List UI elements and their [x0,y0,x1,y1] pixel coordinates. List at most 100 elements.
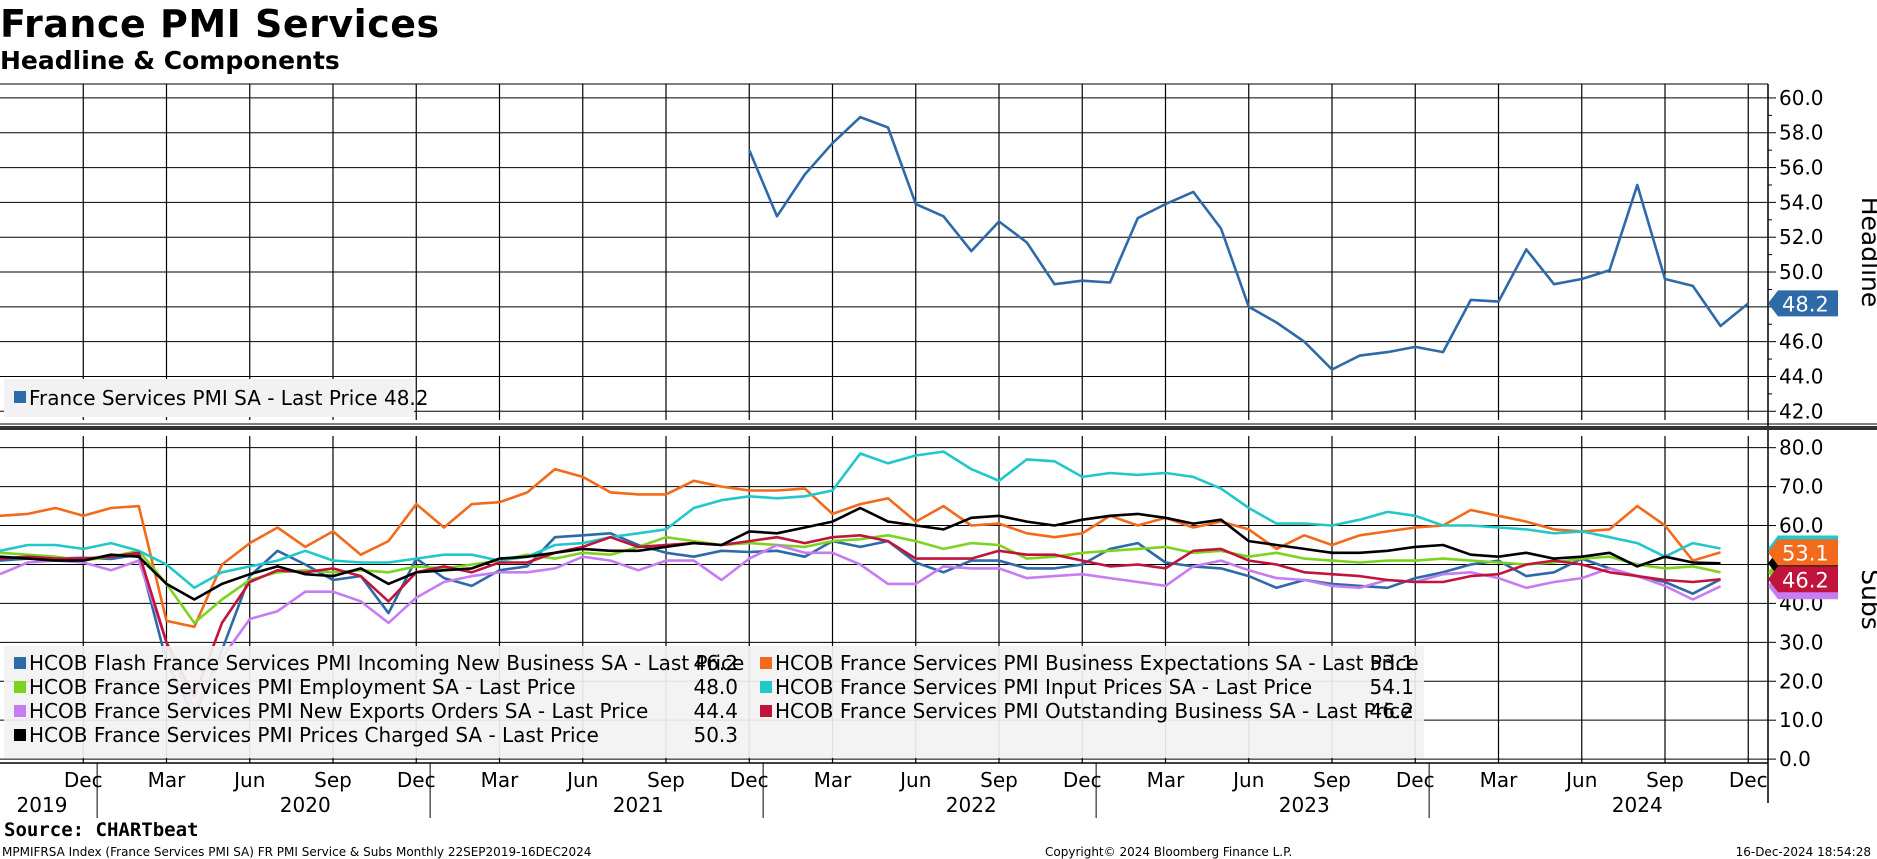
legend-value: 46.2 [693,651,738,675]
legend-swatch [760,681,772,693]
headline-pmi-point [748,149,750,151]
legend-label: HCOB France Services PMI Outstanding Bus… [775,699,1412,723]
top-legend-box [4,379,414,417]
top-y-tick-label: 54.0 [1779,190,1824,214]
top-y-tick-label: 44.0 [1779,364,1824,388]
headline-pmi-point [1664,278,1666,280]
bottom-y-tick-label: 60.0 [1779,514,1824,538]
headline-pmi-point [1497,301,1500,303]
headline-pmi-point [1220,227,1222,230]
legend-value: 46.2 [1369,699,1414,723]
legend-label: HCOB France Services PMI Input Prices SA… [775,675,1312,699]
subs-series-line [0,467,1721,629]
top-legend-label: France Services PMI SA - Last Price 48.2 [29,386,429,410]
legend-swatch [14,657,26,669]
legend-value: 53.1 [1369,651,1414,675]
legend-value: 48.0 [693,675,738,699]
headline-pmi-point [1747,302,1749,304]
x-month-label: Sep [1313,768,1351,792]
x-year-label: 2022 [946,793,997,817]
x-month-label: Mar [1147,768,1186,792]
headline-pmi-point [859,116,861,118]
headline-last-price-tag [1768,290,1838,317]
headline-pmi-point [1109,281,1111,284]
legend-swatch [760,705,772,717]
headline-pmi-point [1719,325,1722,327]
top-panel-series [748,115,1750,371]
legend-label: HCOB France Services PMI Prices Charged … [29,723,599,747]
top-y-tick-label: 42.0 [1779,399,1824,423]
x-year-label: 2024 [1612,793,1663,817]
legend-swatch [14,705,26,717]
headline-pmi-point [1164,203,1167,205]
top-y-tick-label: 46.0 [1779,330,1824,354]
legend-value: 50.3 [693,723,738,747]
x-month-label: Dec [730,768,769,792]
x-axis: Dec Mar Jun Sep Dec Mar Jun Sep Dec Mar Jun Sep Dec M… [17,763,1768,818]
subs-series-line [0,531,1722,718]
bottom-y-tick-label: 80.0 [1779,436,1824,460]
x-year-label: 2023 [1279,793,1330,817]
x-month-label: Mar [481,768,520,792]
headline-pmi-point [1331,368,1333,371]
legend-label: HCOB France Services PMI Business Expect… [775,651,1419,675]
bottom-y-tick-label: 10.0 [1779,708,1824,732]
legends: France Services PMI SA - Last Price 48.2… [4,379,1424,758]
bottom-y-tick-label: 0.0 [1779,747,1811,771]
headline-pmi-point [1386,351,1389,353]
bottom-y-tick-label: 20.0 [1779,669,1824,693]
legend-label: HCOB France Services PMI Employment SA -… [29,675,576,699]
legend-value: 54.1 [1369,675,1414,699]
headline-pmi-point [1692,285,1694,287]
top-panel-axis: 60.058.056.054.052.050.048.046.044.042.0… [1768,86,1877,423]
subs-last-price-tag [1768,566,1838,593]
headline-pmi-point [1608,269,1611,271]
subs-last-price-label: 46.2 [1782,568,1829,592]
bottom-axis-title: Subs [1856,569,1877,630]
headline-pmi-point [1137,217,1139,219]
headline-pmi-point [1248,306,1250,308]
x-month-label: Jun [232,768,265,792]
subs-series-line [0,506,1721,601]
footer-copyright: Copyright© 2024 Bloomberg Finance L.P. [1045,845,1293,859]
x-month-label: Sep [314,768,352,792]
x-month-label: Dec [1729,768,1768,792]
x-month-label: Dec [1063,768,1102,792]
headline-pmi-point [915,203,917,205]
headline-pmi-point [831,142,834,144]
headline-pmi-point [1081,280,1083,282]
x-month-label: Dec [1396,768,1435,792]
legend-label: HCOB France Services PMI New Exports Ord… [29,699,648,723]
headline-pmi-point [1442,351,1444,353]
headline-pmi-point [1525,248,1527,250]
x-month-label: Mar [1480,768,1519,792]
panel-frames [0,83,1877,803]
chart-title: France PMI Services [0,2,440,46]
legend-swatch [14,729,26,741]
x-month-label: Dec [64,768,103,792]
headline-pmi-point [1581,278,1583,280]
x-month-label: Mar [814,768,853,792]
headline-pmi-point [1053,283,1056,285]
x-month-label: Jun [898,768,931,792]
bottom-panel-series [0,450,1722,718]
x-month-label: Sep [980,768,1018,792]
legend-swatch [14,681,26,693]
x-month-label: Jun [1564,768,1597,792]
top-y-tick-label: 50.0 [1779,260,1824,284]
x-year-label: 2019 [17,793,68,817]
subs-series-line [0,543,1722,710]
headline-pmi-point [1359,354,1361,357]
top-axis-title: Headline [1856,197,1877,308]
top-y-tick-label: 52.0 [1779,225,1824,249]
top-y-tick-label: 60.0 [1779,86,1824,110]
top-panel-grid [0,84,1768,420]
x-year-label: 2021 [613,793,664,817]
x-month-label: Jun [1231,768,1264,792]
headline-pmi-point [1026,241,1028,244]
top-y-tick-label: 56.0 [1779,156,1824,180]
top-legend-swatch [14,391,26,403]
legend-swatch [760,657,772,669]
headline-pmi-point [1414,346,1416,348]
headline-pmi-point [1470,299,1472,301]
